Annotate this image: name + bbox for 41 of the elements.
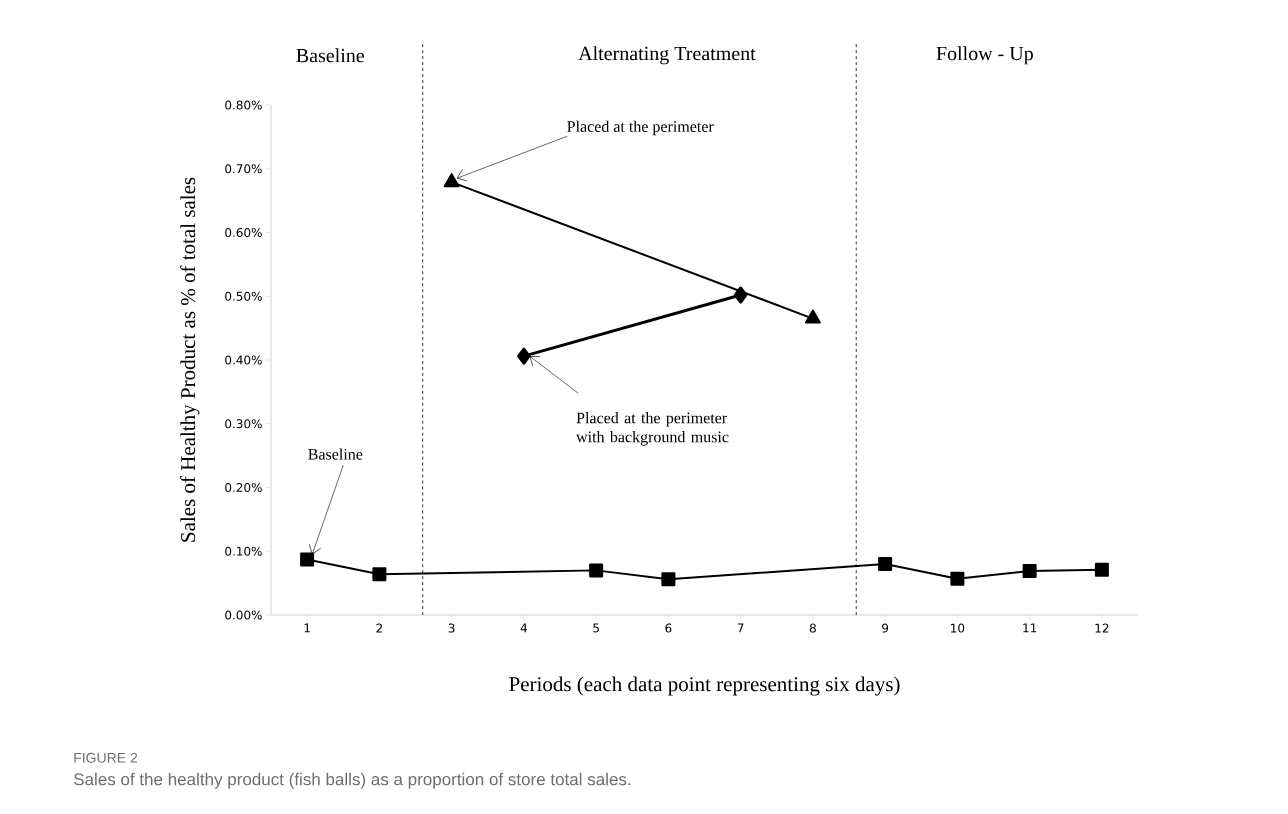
text: Sales of the healthy product (fish balls) as a proportion of store total sales. [74, 772, 631, 789]
y-tick-label: 0.50% [225, 291, 262, 301]
x-tick-label: 2 [376, 623, 382, 633]
point [950, 571, 965, 586]
point [661, 572, 676, 587]
y-tick-label: 0.80% [225, 100, 262, 110]
caption: FIGURE 2 [74, 752, 138, 763]
point [878, 557, 893, 571]
x-tick-label: 10 [951, 623, 965, 633]
text: Alternating Treatment [578, 46, 756, 65]
annotation: Baseline [308, 448, 363, 460]
point [1022, 564, 1037, 579]
x-tick-label: 11 [1023, 623, 1037, 633]
x-tick-label: 5 [593, 623, 599, 633]
x-tick-label: 3 [448, 623, 455, 633]
x-tick-label: 7 [737, 623, 744, 633]
x-tick-label: 1 [304, 623, 310, 633]
text: Baseline [296, 48, 364, 63]
annotation: Placed at the perimeter with background music [576, 412, 729, 446]
y-tick-label: 0.40% [225, 355, 262, 365]
y-tick-label: 0.00% [225, 610, 262, 620]
point [372, 567, 387, 582]
point [589, 563, 604, 578]
x-axis-title: Periods (each data point representing six days) [509, 676, 900, 696]
y-tick-label: 0.20% [225, 482, 262, 493]
text: Follow - Up [936, 46, 1033, 65]
y-axis-title: Sales of Healthy Product as % of total sales [180, 177, 200, 542]
y-tick-label: 0.30% [225, 419, 262, 429]
y-tick-label: 0.10% [225, 546, 262, 556]
point [300, 552, 315, 567]
point [733, 286, 748, 304]
x-tick-label: 9 [882, 623, 889, 633]
y-tick-label: 0.70% [225, 164, 262, 174]
x-tick-label: 12 [1095, 623, 1109, 633]
point [517, 347, 531, 365]
y-tick-label: 0.60% [225, 227, 262, 238]
point [1094, 562, 1109, 577]
x-tick-label: 8 [809, 623, 816, 633]
x-tick-label: 4 [520, 623, 528, 633]
annotation: Placed at the perimeter [567, 120, 714, 136]
x-tick-label: 6 [665, 623, 672, 633]
